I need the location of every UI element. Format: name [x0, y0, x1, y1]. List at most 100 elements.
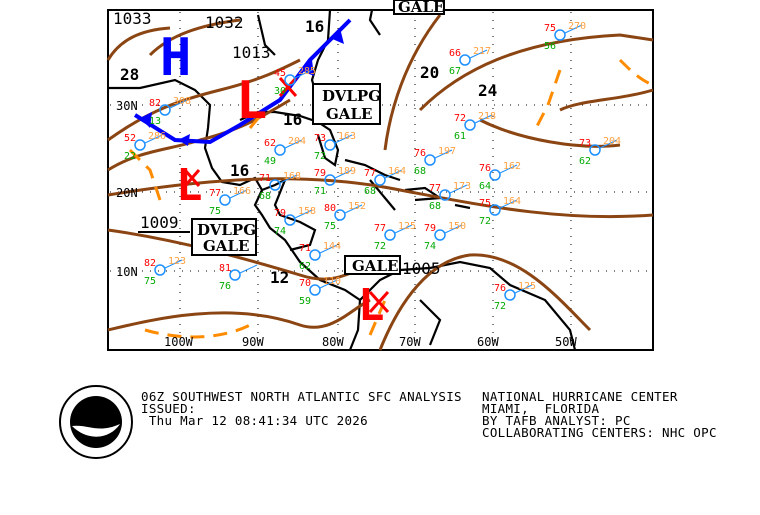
wind-barb-icon: [394, 224, 413, 234]
wind-barb-icon: [334, 134, 353, 144]
pressure-value: 1013: [232, 43, 271, 62]
station-plot: 80 152 75: [324, 201, 366, 232]
gale-warning: GALE: [352, 257, 398, 275]
high-symbol: H: [160, 28, 191, 88]
lat-label: 10N: [116, 265, 138, 279]
station-temperature: 77: [374, 223, 386, 234]
station-circle-icon: [504, 289, 516, 301]
station-temperature: 66: [449, 48, 461, 59]
station-temperature: 77: [429, 183, 441, 194]
pressure-value: 1009: [140, 213, 179, 232]
station-pressure: 158: [298, 206, 316, 217]
station-temperature: 82: [144, 258, 156, 269]
station-pressure: 162: [503, 161, 521, 172]
station-circle-icon: [324, 174, 336, 186]
issued-label: ISSUED:: [141, 401, 196, 416]
station-plot: 75 164 72: [479, 196, 521, 227]
station-circle-icon: [374, 174, 386, 186]
station-temperature: 79: [314, 168, 326, 179]
station-plot: 79 150 74: [424, 221, 466, 252]
station-plot: 76 162 64: [479, 161, 521, 192]
station-dewpoint: 56: [544, 41, 556, 52]
surface-analysis-map: H L L L 1033 1032 1013 1009 1005 28 16 1…: [106, 0, 654, 351]
station-plot: 70 110 59: [299, 276, 341, 307]
station-circle-icon: [459, 54, 471, 66]
wind-barb-icon: [434, 149, 453, 159]
station-dewpoint: 68: [259, 191, 271, 202]
station-dewpoint: 67: [449, 66, 461, 77]
isobar-label: 20: [420, 63, 439, 82]
station-temperature: 71: [299, 243, 311, 254]
center-location: MIAMI, FLORIDA: [482, 401, 600, 416]
station-temperature: 79: [424, 223, 436, 234]
lon-label: 80W: [322, 335, 344, 349]
wind-barb-icon: [599, 139, 618, 149]
station-plot: 75 270 56: [544, 21, 586, 52]
station-circle-icon: [274, 144, 286, 156]
station-circle-icon: [464, 119, 476, 131]
station-plot: 73 163 72: [314, 131, 356, 162]
station-temperature: 71: [259, 173, 271, 184]
station-plot: 45 285 30: [274, 66, 316, 97]
station-dewpoint: 64: [479, 181, 491, 192]
analyst: BY TAFB ANALYST: PC: [482, 413, 631, 428]
isobar-label: 24: [478, 81, 497, 100]
station-pressure: 125: [518, 281, 536, 292]
station-pressure: 123: [168, 256, 186, 267]
wind-barb-icon: [319, 244, 338, 254]
station-dewpoint: 68: [414, 166, 426, 177]
station-pressure: 204: [603, 136, 621, 147]
station-circle-icon: [554, 29, 566, 41]
noaa-logo: [59, 385, 133, 459]
gale-warning: GALE: [398, 0, 444, 16]
station-circle-icon: [134, 139, 146, 151]
wind-barb-icon: [239, 264, 258, 274]
lon-label: 90W: [242, 335, 264, 349]
station-temperature: 70: [299, 278, 311, 289]
station-circle-icon: [384, 229, 396, 241]
station-temperature: 79: [274, 208, 286, 219]
station-dewpoint: 72: [479, 216, 491, 227]
wind-barb-icon: [499, 164, 518, 174]
station-circle-icon: [334, 209, 346, 221]
wind-barb-icon: [474, 114, 493, 124]
lat-label: 20N: [116, 186, 138, 200]
warning-boxes: GALE DVLPG GALE DVLPG GALE GALE: [191, 0, 445, 275]
station-dewpoint: 74: [274, 226, 286, 237]
station-pressure: 270: [568, 21, 586, 32]
station-plot: 79 158 74: [274, 206, 316, 237]
station-plot: 71 168 68: [259, 171, 301, 202]
station-circle-icon: [154, 264, 166, 276]
station-pressure: 285: [298, 66, 316, 77]
wind-barb-icon: [444, 224, 463, 234]
station-temperature: 77: [209, 188, 221, 199]
chart-title: 06Z SOUTHWEST NORTH ATLANTIC SFC ANALYSI…: [141, 389, 462, 404]
station-dewpoint: 75: [324, 221, 336, 232]
station-pressure: 173: [453, 181, 471, 192]
station-pressure: 286: [148, 131, 166, 142]
station-temperature: 76: [414, 148, 426, 159]
lon-label: 50W: [555, 335, 577, 349]
isobars: [106, 14, 654, 351]
station-dewpoint: 62: [299, 261, 311, 272]
station-pressure: 125: [398, 221, 416, 232]
station-dewpoint: 75: [144, 276, 156, 287]
station-plot: 82 123 75: [144, 256, 186, 287]
station-plot: 77 173 68: [429, 181, 471, 212]
station-plot: 72 218 61: [454, 111, 496, 142]
station-pressure: 144: [323, 241, 341, 252]
wind-barb-icon: [344, 204, 363, 214]
wind-barb-icon: [449, 184, 468, 194]
station-circle-icon: [424, 154, 436, 166]
station-plot: 79 189 71: [314, 166, 356, 197]
station-dewpoint: 59: [299, 296, 311, 307]
station-plot: 77 164 68: [364, 166, 406, 197]
station-plot: 71 144 62: [299, 241, 341, 272]
station-dewpoint: 75: [209, 206, 221, 217]
wind-barb-icon: [284, 139, 303, 149]
map-frame: [107, 9, 654, 351]
station-dewpoint: 62: [579, 156, 591, 167]
wind-barb-icon: [294, 69, 313, 79]
station-pressure: 308: [173, 96, 191, 107]
low-symbol: L: [236, 71, 267, 131]
